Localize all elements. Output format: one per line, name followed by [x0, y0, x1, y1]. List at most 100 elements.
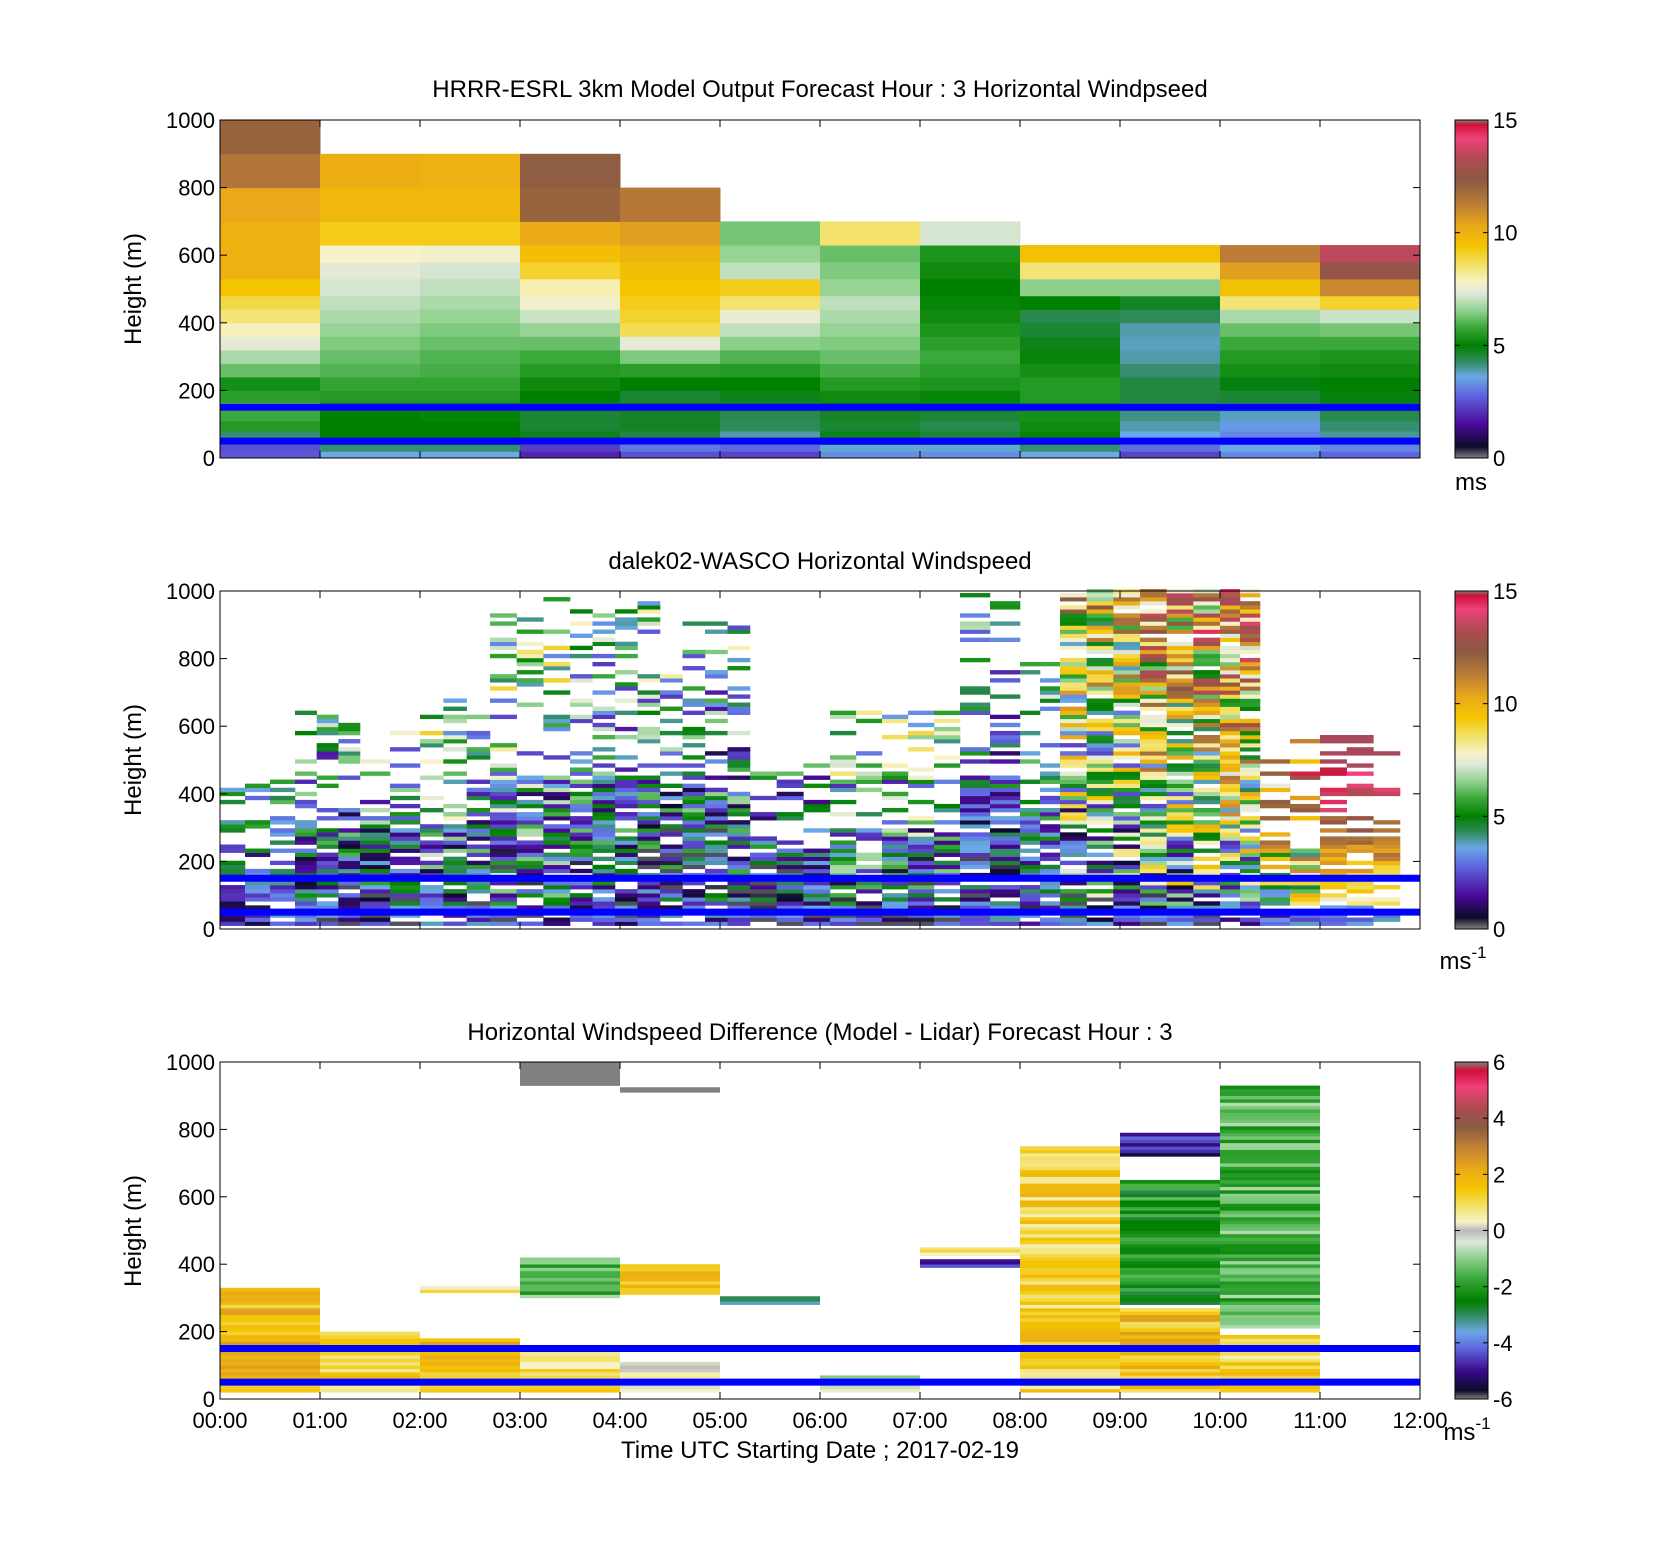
heatmap-cell: [1120, 1230, 1220, 1235]
heatmap-cell: [1320, 868, 1347, 874]
heatmap-cell: [1140, 714, 1167, 720]
heatmap-cell: [1120, 444, 1221, 452]
heatmap-cell: [360, 771, 391, 776]
heatmap-cell: [637, 617, 661, 622]
heatmap-cell: [592, 779, 616, 784]
heatmap-cell: [615, 901, 638, 906]
heatmap-cell: [220, 1355, 320, 1359]
heatmap-cell: [516, 913, 544, 918]
heatmap-cell: [592, 629, 616, 634]
heatmap-cell: [960, 779, 991, 784]
heatmap-cell: [1113, 787, 1141, 793]
heatmap-cell: [820, 410, 921, 422]
heatmap-cell: [1140, 856, 1167, 862]
heatmap-cell: [1166, 763, 1194, 768]
heatmap-cell: [490, 763, 517, 768]
heatmap-cell: [1220, 1119, 1320, 1123]
heatmap-cell: [1166, 783, 1194, 789]
heatmap-cell: [316, 852, 339, 857]
heatmap-cell: [830, 893, 857, 898]
heatmap-cell: [360, 852, 391, 857]
heatmap-cell: [1086, 828, 1114, 833]
heatmap-cell: [592, 690, 616, 695]
heatmap-cell: [1120, 1287, 1220, 1292]
heatmap-cell: [1120, 1331, 1220, 1336]
heatmap-cell: [1060, 743, 1087, 748]
heatmap-cell: [960, 629, 991, 634]
heatmap-cell: [990, 807, 1021, 813]
heatmap-cell: [338, 852, 361, 857]
heatmap-cell: [1120, 1284, 1220, 1289]
heatmap-cell: [420, 795, 444, 801]
heatmap-cell: [750, 860, 777, 866]
heatmap-cell: [220, 1331, 320, 1336]
panel-model-ylabel: Height (m): [120, 233, 147, 345]
heatmap-cell: [1040, 763, 1061, 768]
heatmap-cell: [934, 726, 961, 732]
heatmap-cell: [920, 1264, 1020, 1268]
heatmap-cell: [682, 812, 706, 817]
heatmap-cell: [682, 820, 706, 825]
heatmap-cell: [660, 674, 683, 679]
heatmap-cell: [520, 1351, 620, 1356]
heatmap-cell: [443, 816, 467, 821]
heatmap-cell: [820, 309, 921, 324]
heatmap-cell: [803, 860, 831, 866]
heatmap-cell: [543, 645, 571, 651]
heatmap-cell: [466, 860, 491, 866]
heatmap-cell: [1166, 807, 1194, 813]
heatmap-cell: [390, 832, 421, 837]
heatmap-cell: [1193, 832, 1221, 837]
heatmap-cell: [1220, 803, 1241, 809]
heatmap-cell: [682, 726, 706, 732]
heatmap-cell: [1020, 1217, 1120, 1221]
heatmap-cell: [1120, 309, 1221, 324]
x-tick-label: 11:00: [1293, 1408, 1346, 1433]
heatmap-cell: [420, 390, 521, 403]
heatmap-cell: [1260, 897, 1291, 902]
heatmap-cell: [960, 824, 991, 829]
heatmap-cell: [820, 451, 921, 459]
heatmap-cell: [1220, 836, 1241, 841]
heatmap-cell: [1240, 791, 1261, 797]
heatmap-cell: [1020, 1338, 1120, 1343]
heatmap-cell: [637, 674, 661, 679]
heatmap-cell: [908, 767, 935, 772]
heatmap-cell: [1193, 848, 1221, 853]
heatmap-cell: [803, 828, 831, 833]
heatmap-cell: [516, 799, 544, 805]
heatmap-cell: [1020, 1334, 1120, 1339]
heatmap-cell: [1193, 893, 1221, 898]
heatmap-cell: [1120, 1227, 1220, 1231]
heatmap-cell: [1040, 881, 1061, 886]
heatmap-cell: [490, 747, 517, 752]
heatmap-cell: [934, 889, 961, 894]
heatmap-cell: [1086, 706, 1114, 711]
heatmap-cell: [990, 601, 1021, 606]
heatmap-cell: [245, 881, 271, 886]
heatmap-cell: [1020, 1196, 1120, 1201]
heatmap-cell: [1166, 710, 1194, 716]
heatmap-cell: [960, 844, 991, 849]
heatmap-cell: [660, 812, 683, 817]
heatmap-cell: [960, 787, 991, 793]
heatmap-cell: [443, 706, 467, 711]
heatmap-cell: [592, 787, 616, 793]
heatmap-cell: [1320, 363, 1421, 378]
heatmap-cell: [750, 844, 777, 849]
heatmap-cell: [1120, 1277, 1220, 1282]
heatmap-cell: [1120, 1206, 1220, 1211]
heatmap-cell: [682, 710, 706, 716]
heatmap-cell: [220, 1304, 320, 1309]
heatmap-cell: [1193, 820, 1221, 825]
heatmap-cell: [1346, 828, 1374, 833]
heatmap-cell: [1220, 1210, 1320, 1214]
heatmap-cell: [908, 917, 935, 922]
heatmap-cell: [1060, 897, 1087, 902]
heatmap-cell: [1240, 921, 1261, 926]
heatmap-cell: [776, 816, 804, 821]
heatmap-cell: [490, 836, 517, 841]
heatmap-cell: [320, 187, 421, 222]
heatmap-cell: [420, 1375, 520, 1380]
heatmap-cell: [990, 848, 1021, 853]
